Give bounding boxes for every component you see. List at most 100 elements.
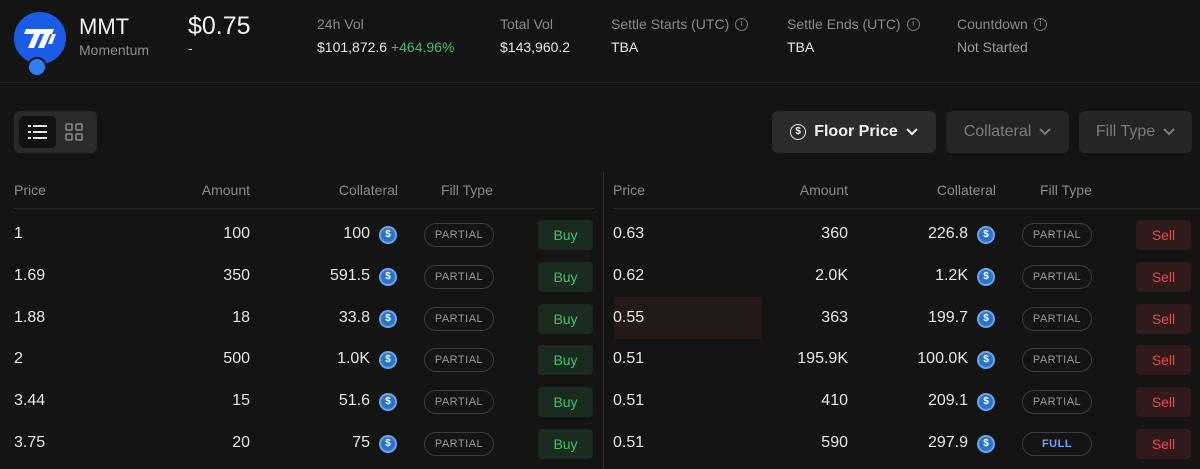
order-price: 1 <box>14 225 23 242</box>
usdc-icon <box>379 309 397 328</box>
token-logo <box>14 12 66 77</box>
sell-header-fill-type: Fill Type <box>1040 182 1092 198</box>
order-amount: 195.9K <box>797 350 848 368</box>
order-amount: 20 <box>232 434 250 451</box>
buy-button[interactable]: Buy <box>538 303 593 334</box>
fill-type-badge: PARTIAL <box>424 306 494 331</box>
vol24h-value: $101,872.6 +464.96% <box>317 39 455 55</box>
order-amount: 2.0K <box>815 266 848 284</box>
usdc-icon <box>977 226 995 244</box>
price-change: - <box>188 40 193 56</box>
fill-type-dropdown[interactable]: Fill Type <box>1079 111 1192 153</box>
usdc-icon <box>977 309 995 328</box>
order-row[interactable]: 1.88 18 33.8 PARTIAL Buy <box>14 298 604 340</box>
fill-type-badge: PARTIAL <box>1022 348 1092 373</box>
order-row[interactable]: 2 500 1.0K PARTIAL Buy <box>14 339 604 381</box>
order-row[interactable]: 0.51 410 209.1 PARTIAL Sell <box>613 381 1200 423</box>
order-price: 3.44 <box>14 392 46 410</box>
buy-button[interactable]: Buy <box>538 345 593 376</box>
orderbook-divider <box>603 172 604 469</box>
order-collateral: 100.0K <box>917 350 968 368</box>
usdc-icon <box>977 435 995 453</box>
info-icon[interactable]: i <box>1033 17 1047 31</box>
sell-button[interactable]: Sell <box>1136 303 1191 334</box>
sell-header-amount: Amount <box>799 182 848 198</box>
buy-button[interactable]: Buy <box>538 220 593 250</box>
fill-type-badge: PARTIAL <box>424 348 494 373</box>
total-vol-label: Total Vol <box>500 16 553 32</box>
order-amount: 363 <box>821 308 848 326</box>
sell-button[interactable]: Sell <box>1136 220 1191 250</box>
list-view-icon <box>28 125 47 139</box>
sell-header-collateral: Collateral <box>936 182 996 198</box>
order-amount: 410 <box>821 392 848 410</box>
buy-button[interactable]: Buy <box>538 387 593 418</box>
order-row[interactable]: 0.51 590 297.9 FULL Sell <box>613 423 1200 465</box>
sell-button[interactable]: Sell <box>1136 387 1191 418</box>
usdc-icon <box>379 226 397 244</box>
order-row[interactable]: 0.63 360 226.8 PARTIAL Sell <box>613 214 1200 256</box>
fill-type-badge: PARTIAL <box>1022 223 1092 247</box>
order-price: 0.51 <box>613 392 645 410</box>
chevron-down-icon <box>906 128 918 136</box>
order-price: 1.88 <box>14 308 46 326</box>
settle-starts-value: TBA <box>611 39 639 55</box>
fill-type-badge: PARTIAL <box>1022 264 1092 289</box>
order-row[interactable]: 1.69 350 591.5 PARTIAL Buy <box>14 256 604 298</box>
order-amount: 590 <box>821 434 848 451</box>
fill-type-badge: PARTIAL <box>1022 306 1092 331</box>
order-collateral: 100 <box>343 225 370 242</box>
order-amount: 18 <box>232 308 250 326</box>
price-highlight <box>614 297 762 339</box>
settle-ends-value: TBA <box>787 39 815 55</box>
sell-button[interactable]: Sell <box>1136 345 1191 376</box>
order-amount: 100 <box>223 225 250 242</box>
fill-type-badge: PARTIAL <box>1022 390 1092 415</box>
usdc-icon <box>977 351 995 370</box>
dollar-circle-icon: $ <box>790 124 807 140</box>
order-collateral: 51.6 <box>338 392 370 410</box>
order-collateral: 209.1 <box>927 392 968 410</box>
order-amount: 360 <box>821 225 848 242</box>
order-collateral: 33.8 <box>338 308 370 326</box>
order-collateral: 199.7 <box>927 308 968 326</box>
order-row[interactable]: 1 100 100 PARTIAL Buy <box>14 214 604 256</box>
buy-button[interactable]: Buy <box>538 261 593 292</box>
usdc-icon <box>379 435 397 453</box>
order-row[interactable]: 3.75 20 75 PARTIAL Buy <box>14 423 604 465</box>
market-header: MMT Momentum $0.75 - 24h Vol $101,872.6 … <box>0 0 1200 83</box>
order-price: 0.51 <box>613 350 645 368</box>
sell-button[interactable]: Sell <box>1136 429 1191 459</box>
usdc-icon <box>977 393 995 412</box>
order-collateral: 75 <box>352 434 370 451</box>
floor-price-dropdown[interactable]: $ Floor Price <box>772 111 936 153</box>
list-view-button[interactable] <box>19 116 56 148</box>
sell-button[interactable]: Sell <box>1136 261 1191 292</box>
usdc-icon <box>977 267 995 286</box>
info-icon[interactable]: i <box>735 17 749 31</box>
order-row[interactable]: 0.55 363 199.7 PARTIAL Sell <box>613 298 1200 340</box>
momentum-logo-icon <box>24 29 56 48</box>
order-collateral: 1.0K <box>337 350 370 368</box>
usdc-icon <box>379 267 397 286</box>
order-price: 0.62 <box>613 266 645 284</box>
fill-type-badge: PARTIAL <box>424 223 494 247</box>
vol24h-change: +464.96% <box>390 39 455 55</box>
collateral-dropdown[interactable]: Collateral <box>946 111 1069 153</box>
buy-header-collateral: Collateral <box>338 182 398 198</box>
token-price: $0.75 <box>188 12 251 40</box>
order-price: 0.63 <box>613 225 645 242</box>
order-price: 1.69 <box>14 266 46 284</box>
grid-view-button[interactable] <box>56 116 93 148</box>
order-row[interactable]: 3.44 15 51.6 PARTIAL Buy <box>14 381 604 423</box>
usdc-icon <box>379 351 397 370</box>
order-amount: 350 <box>223 266 250 284</box>
order-row[interactable]: 0.62 2.0K 1.2K PARTIAL Sell <box>613 256 1200 298</box>
buy-button[interactable]: Buy <box>538 429 593 459</box>
chevron-down-icon <box>1163 128 1175 136</box>
order-collateral: 297.9 <box>927 434 968 451</box>
token-symbol: MMT <box>79 14 130 39</box>
order-price: 0.55 <box>613 308 645 326</box>
order-row[interactable]: 0.51 195.9K 100.0K PARTIAL Sell <box>613 339 1200 381</box>
info-icon[interactable]: i <box>906 17 920 31</box>
